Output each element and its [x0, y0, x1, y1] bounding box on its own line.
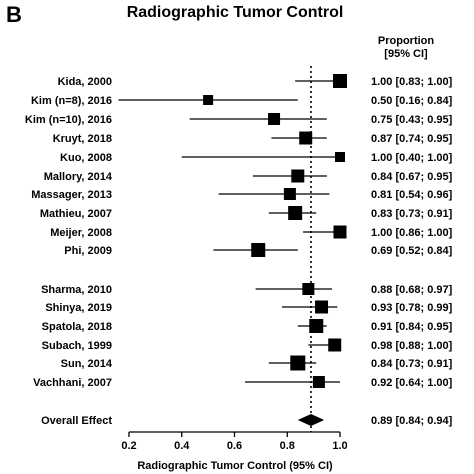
- chart-title: Radiographic Tumor Control: [127, 4, 344, 21]
- panel-letter: B: [6, 2, 22, 27]
- study-label: Kruyt, 2018: [53, 133, 112, 145]
- study-ci-text: 0.91 [0.84; 0.95]: [371, 321, 453, 333]
- study-point-estimate: [315, 300, 329, 314]
- study-label: Phi, 2009: [64, 245, 112, 257]
- study-point-estimate: [203, 95, 214, 105]
- study-ci-text: 0.84 [0.73; 0.91]: [371, 358, 453, 370]
- overall-ci-text: 0.89 [0.84; 0.94]: [371, 415, 453, 427]
- study-point-estimate: [283, 188, 296, 200]
- study-ci-text: 0.93 [0.78; 0.99]: [371, 302, 453, 314]
- study-point-estimate: [251, 243, 266, 257]
- study-point-estimate: [268, 113, 281, 125]
- study-point-estimate: [333, 225, 347, 239]
- study-label: Subach, 1999: [42, 340, 112, 352]
- study-point-estimate: [290, 355, 306, 371]
- study-label: Kim (n=10), 2016: [25, 114, 112, 126]
- x-tick-label: 0.4: [174, 440, 190, 452]
- ci-header-line2: [95% CI]: [384, 48, 428, 60]
- overall-diamond: [297, 414, 325, 426]
- study-label: Kuo, 2008: [60, 152, 112, 164]
- study-label: Mathieu, 2007: [40, 208, 112, 220]
- study-label: Sharma, 2010: [41, 284, 112, 296]
- study-point-estimate: [328, 338, 342, 352]
- study-point-estimate: [288, 206, 303, 220]
- study-label: Mallory, 2014: [44, 171, 113, 183]
- study-ci-text: 0.92 [0.64; 1.00]: [371, 377, 453, 389]
- study-label: Sun, 2014: [61, 358, 113, 370]
- study-label: Meijer, 2008: [50, 227, 112, 239]
- study-point-estimate: [302, 283, 315, 295]
- study-ci-text: 0.75 [0.43; 0.95]: [371, 114, 453, 126]
- study-label: Kim (n=8), 2016: [31, 95, 112, 107]
- ci-header-line1: Proportion: [378, 35, 434, 47]
- x-tick-label: 0.6: [227, 440, 242, 452]
- study-label: Massager, 2013: [31, 189, 112, 201]
- study-point-estimate: [333, 74, 347, 88]
- study-ci-text: 0.69 [0.52; 0.84]: [371, 245, 453, 257]
- study-ci-text: 1.00 [0.86; 1.00]: [371, 227, 453, 239]
- study-label: Spatola, 2018: [42, 321, 112, 333]
- study-point-estimate: [335, 152, 345, 162]
- study-point-estimate: [309, 319, 324, 333]
- study-label: Kida, 2000: [58, 76, 112, 88]
- x-axis-label: Radiographic Tumor Control (95% CI): [137, 460, 333, 472]
- study-ci-text: 0.84 [0.67; 0.95]: [371, 171, 453, 183]
- study-ci-text: 1.00 [0.40; 1.00]: [371, 152, 453, 164]
- study-ci-text: 0.98 [0.88; 1.00]: [371, 340, 453, 352]
- study-ci-text: 0.83 [0.73; 0.91]: [371, 208, 453, 220]
- study-label: Vachhani, 2007: [33, 377, 112, 389]
- study-ci-text: 0.87 [0.74; 0.95]: [371, 133, 453, 145]
- study-ci-text: 0.88 [0.68; 0.97]: [371, 284, 453, 296]
- x-tick-label: 0.8: [280, 440, 295, 452]
- x-tick-label: 1.0: [332, 440, 347, 452]
- study-ci-text: 1.00 [0.83; 1.00]: [371, 76, 453, 88]
- study-ci-text: 0.50 [0.16; 0.84]: [371, 95, 453, 107]
- x-tick-label: 0.2: [121, 440, 136, 452]
- study-point-estimate: [299, 131, 313, 145]
- study-ci-text: 0.81 [0.54; 0.96]: [371, 189, 453, 201]
- study-point-estimate: [312, 376, 325, 388]
- overall-label: Overall Effect: [41, 415, 112, 427]
- study-label: Shinya, 2019: [45, 302, 112, 314]
- study-point-estimate: [291, 169, 305, 183]
